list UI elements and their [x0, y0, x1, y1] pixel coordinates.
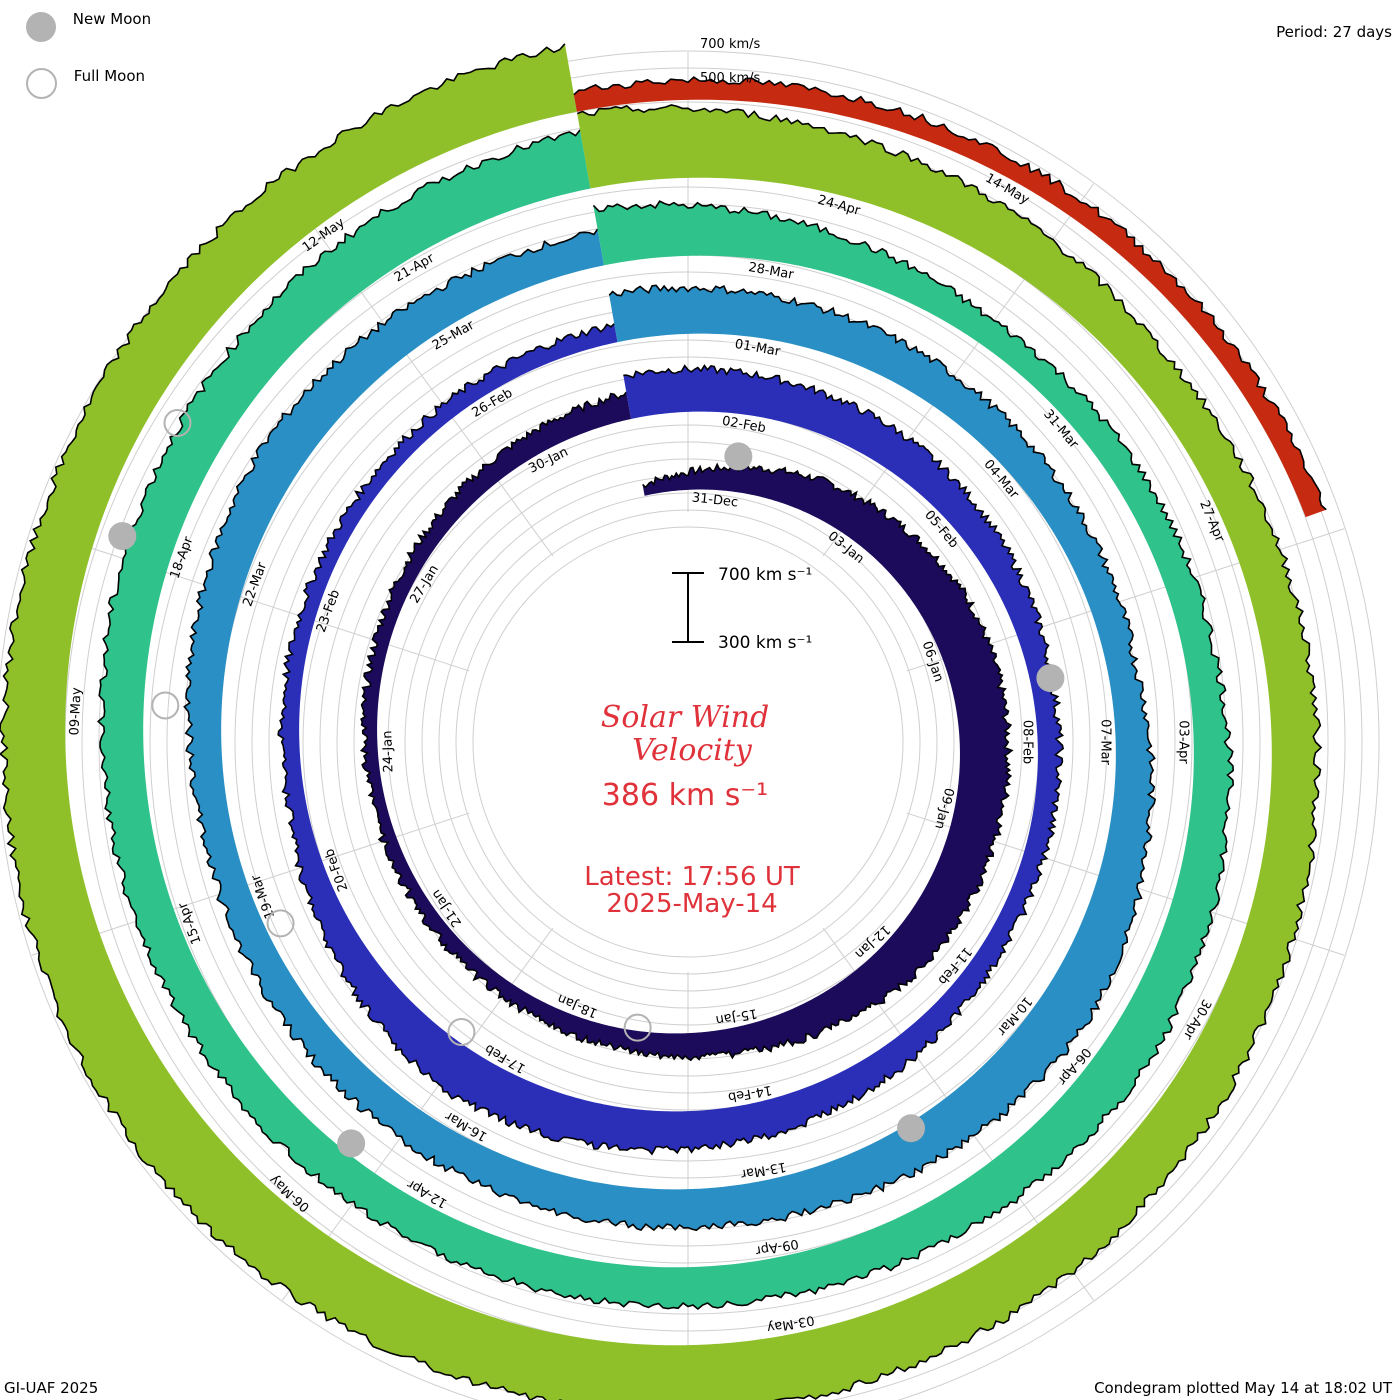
grid-spoke [31, 812, 470, 956]
full-moon-marker [447, 1017, 476, 1046]
latest-date: 2025-May-14 [606, 889, 777, 919]
rotation-trace-18-Apr [0, 43, 1323, 1400]
plotted-label: Condegram plotted May 14 at 18:02 UT [1094, 1379, 1392, 1397]
ring-label-500: 500 km/s [700, 71, 761, 86]
rotation-band-12-May [573, 77, 1327, 518]
full-moon-marker [623, 1013, 652, 1042]
grid-spoke [282, 183, 554, 557]
date-label: 09-May [67, 687, 84, 736]
date-label: 02-Feb [721, 414, 767, 436]
current-speed: 386 km s⁻¹ [602, 778, 768, 813]
full-moon-marker [163, 408, 192, 437]
full-moon-icon [26, 68, 57, 99]
new-moon-marker [108, 522, 137, 551]
rotation-trace-12-May [573, 76, 1327, 511]
legend-full-moon-label: Full Moon [73, 66, 146, 85]
period-label: Period: 27 days [1276, 23, 1392, 41]
grid-ring [0, 50, 1380, 1400]
chart-title: Solar Wind Velocity [601, 700, 769, 768]
scale-bar: 700 km s⁻¹ 300 km s⁻¹ [672, 565, 812, 653]
title-line-2: Velocity [632, 733, 753, 768]
legend-new-moon: New Moon [26, 10, 152, 42]
moon-markers [108, 408, 1065, 1158]
credit-label: GI-UAF 2025 [4, 1379, 99, 1397]
new-moon-icon [26, 12, 56, 42]
new-moon-marker [337, 1129, 366, 1158]
rotation-trace-23-Feb [183, 228, 1157, 1232]
rotation-trace-27-Jan [277, 323, 1065, 1156]
date-label: 03-Apr [1176, 720, 1191, 764]
title-line-1: Solar Wind [601, 700, 769, 735]
legend-new-moon-label: New Moon [72, 10, 152, 28]
latest-time: Latest: 17:56 UT [584, 862, 800, 892]
speed-bands [0, 43, 1327, 1400]
ring-label-700: 700 km/s [700, 37, 761, 52]
legend-full-moon: Full Moon [26, 66, 146, 99]
new-moon-marker [1036, 664, 1065, 693]
date-label: 07-Mar [1098, 719, 1113, 765]
grid-ring [472, 526, 904, 958]
full-moon-marker [151, 691, 180, 720]
date-label: 08-Feb [1020, 720, 1035, 764]
scale-bottom-label: 300 km s⁻¹ [718, 633, 812, 653]
full-moon-marker [266, 909, 295, 938]
date-label: 31-Dec [691, 490, 739, 510]
new-moon-marker [724, 442, 753, 471]
date-label: 24-Jan [380, 730, 396, 772]
grid-spoke [31, 528, 470, 672]
date-label: 15-Jan [714, 1005, 758, 1027]
scale-top-label: 700 km s⁻¹ [718, 565, 812, 585]
rotation-trace-31-Dec [359, 391, 1014, 1062]
new-moon-marker [897, 1114, 925, 1143]
